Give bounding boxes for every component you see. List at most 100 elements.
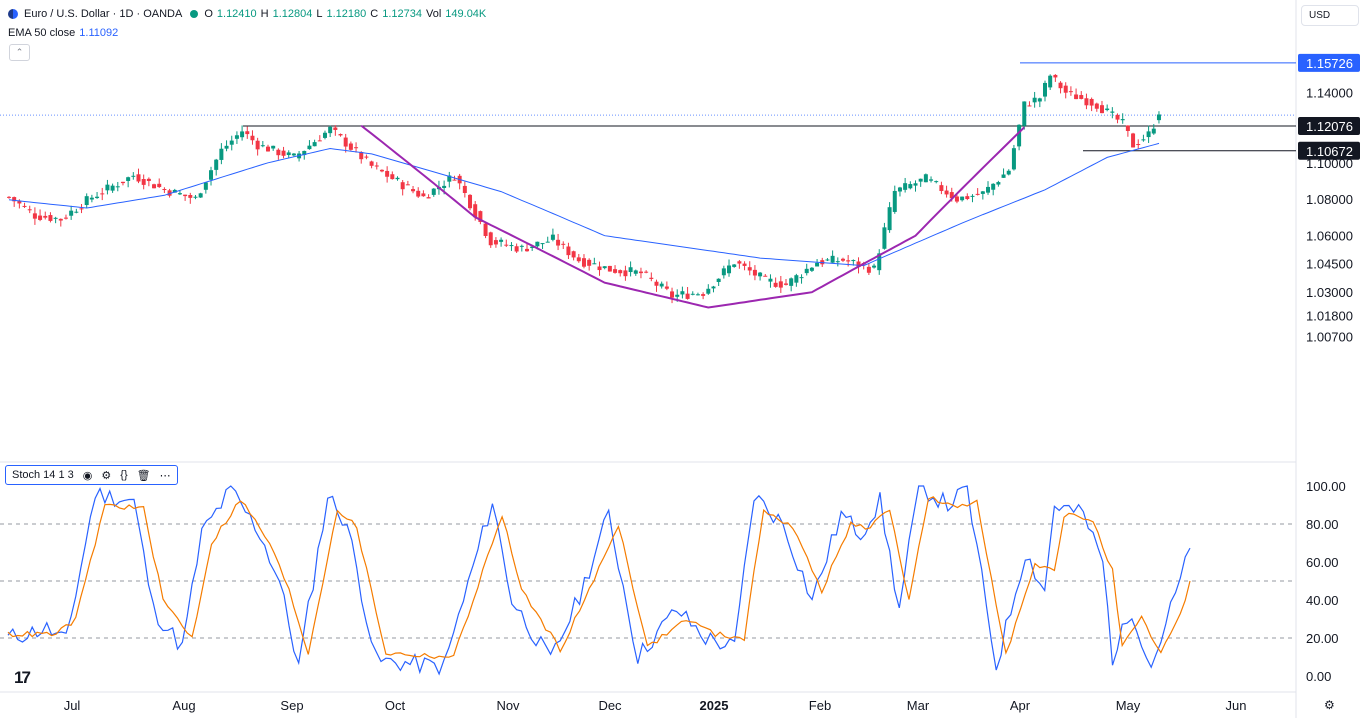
candle-body bbox=[322, 132, 327, 138]
candle-body bbox=[675, 294, 680, 297]
low-value: 1.12180 bbox=[326, 8, 367, 20]
candle-body bbox=[1094, 103, 1099, 109]
candle-body bbox=[338, 134, 343, 136]
candle-body bbox=[286, 152, 291, 156]
time-tick-label: Sep bbox=[280, 698, 303, 713]
ema-legend[interactable]: EMA 50 close 1.11092 bbox=[8, 27, 118, 39]
candle-body bbox=[711, 286, 716, 289]
candle-body bbox=[431, 188, 436, 195]
candle-body bbox=[22, 205, 27, 207]
candle-body bbox=[519, 245, 524, 247]
candle-body bbox=[939, 185, 944, 192]
candle-body bbox=[364, 156, 369, 158]
candle-body bbox=[1136, 144, 1141, 146]
volume-value: 149.04K bbox=[445, 8, 487, 20]
candle-body bbox=[840, 258, 845, 261]
candle-body bbox=[1017, 124, 1022, 147]
candle-body bbox=[737, 261, 742, 264]
candle-body bbox=[317, 140, 322, 142]
candle-body bbox=[846, 260, 851, 262]
candle-body bbox=[903, 183, 908, 190]
candle-body bbox=[897, 187, 902, 192]
stoch-d-line bbox=[7, 496, 1191, 659]
currency-label: USD bbox=[1309, 10, 1331, 21]
trash-icon[interactable]: 🗑 bbox=[136, 469, 151, 482]
candle-body bbox=[607, 265, 612, 272]
candle-body bbox=[48, 215, 53, 221]
candle-body bbox=[664, 286, 669, 289]
candle-body bbox=[851, 260, 856, 262]
candle-body bbox=[633, 270, 638, 274]
candle-body bbox=[649, 277, 654, 279]
low-label: L bbox=[316, 8, 323, 20]
settings-icon[interactable]: ⚙ bbox=[1324, 698, 1335, 712]
candle-body bbox=[763, 275, 768, 277]
candle-body bbox=[390, 174, 395, 180]
candle-body bbox=[468, 194, 473, 209]
candle-body bbox=[281, 150, 286, 156]
time-tick-label: Mar bbox=[907, 698, 930, 713]
candle-body bbox=[913, 183, 918, 186]
candle-body bbox=[245, 131, 250, 135]
candle-body bbox=[1027, 105, 1032, 107]
candle-body bbox=[131, 175, 136, 177]
candle-body bbox=[1105, 108, 1110, 111]
symbol-title[interactable]: Euro / U.S. Dollar · 1D · OANDA bbox=[24, 8, 183, 20]
candle-body bbox=[1131, 133, 1136, 148]
candle-body bbox=[856, 261, 861, 268]
candle-body bbox=[203, 182, 208, 190]
candle-body bbox=[1079, 95, 1084, 99]
time-tick-label: Dec bbox=[598, 698, 622, 713]
candle-body bbox=[1053, 74, 1058, 78]
candle-body bbox=[38, 215, 43, 220]
candle-body bbox=[115, 186, 120, 188]
candle-body bbox=[488, 232, 493, 246]
close-label: C bbox=[370, 8, 379, 20]
candle-body bbox=[504, 244, 509, 246]
time-tick-label: Nov bbox=[496, 698, 520, 713]
candle-body bbox=[1156, 114, 1161, 121]
candle-body bbox=[550, 234, 555, 240]
candle-body bbox=[1006, 170, 1011, 175]
collapse-legend-button[interactable]: ⌃ bbox=[9, 44, 30, 61]
candle-body bbox=[359, 152, 364, 160]
candle-body bbox=[1146, 131, 1151, 138]
candle-body bbox=[276, 149, 281, 156]
candle-body bbox=[799, 277, 804, 279]
time-tick-label: Oct bbox=[385, 698, 406, 713]
candle-body bbox=[354, 147, 359, 149]
currency-selector[interactable]: USD bbox=[1301, 5, 1359, 26]
gear-icon[interactable]: ⚙ bbox=[101, 469, 112, 482]
candle-body bbox=[452, 179, 457, 181]
source-code-icon[interactable]: {} bbox=[120, 469, 128, 481]
candle-body bbox=[970, 195, 975, 197]
more-icon[interactable]: ⋯ bbox=[159, 469, 171, 482]
stoch-label: Stoch 14 1 3 bbox=[12, 469, 74, 481]
candle-body bbox=[1089, 98, 1094, 106]
candle-body bbox=[12, 197, 17, 202]
candle-body bbox=[95, 196, 100, 199]
candle-body bbox=[1084, 98, 1089, 106]
candle-body bbox=[7, 196, 11, 198]
stoch-k-line bbox=[7, 485, 1191, 676]
candle-body bbox=[804, 268, 809, 274]
candle-body bbox=[499, 239, 504, 242]
candle-body bbox=[716, 278, 721, 282]
candle-body bbox=[250, 135, 255, 141]
candle-body bbox=[255, 140, 260, 150]
price-tick-label: 1.03000 bbox=[1306, 285, 1353, 300]
candle-body bbox=[566, 246, 571, 256]
candle-body bbox=[27, 209, 32, 211]
tradingview-logo-icon[interactable]: 17 bbox=[14, 668, 31, 687]
candle-body bbox=[654, 281, 659, 286]
candle-body bbox=[638, 271, 643, 274]
candle-body bbox=[929, 179, 934, 181]
candle-body bbox=[1125, 125, 1130, 131]
stoch-legend[interactable]: Stoch 14 1 3 ◉ ⚙ {} 🗑 ⋯ bbox=[5, 465, 178, 485]
candle-body bbox=[1063, 85, 1068, 93]
candle-body bbox=[271, 145, 276, 149]
candle-body bbox=[690, 293, 695, 295]
candle-body bbox=[986, 186, 991, 193]
eye-icon[interactable]: ◉ bbox=[82, 469, 93, 482]
